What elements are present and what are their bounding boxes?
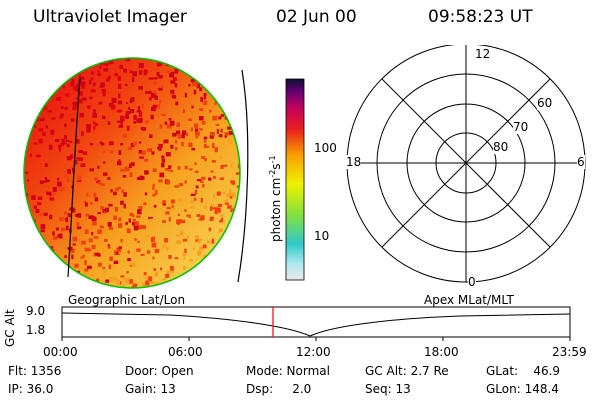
lat-label-80: 80 (493, 140, 509, 154)
colorbar-label: photon cm-2s-1 (268, 155, 283, 242)
coastline-line (67, 76, 81, 278)
terminator-line (237, 69, 249, 283)
altitude-curve (61, 312, 571, 337)
time-label: 09:58:23 UT (428, 7, 533, 27)
altitude-ytick-low: 1.8 (26, 323, 46, 337)
ip-info: IP: 36.0 (8, 382, 54, 396)
seq-info: Seq: 13 (365, 382, 411, 396)
altitude-plot (61, 306, 571, 341)
gc-alt-info: GC Alt: 2.7 Re (365, 364, 449, 378)
mode-info: Mode: Normal (246, 364, 330, 378)
altitude-xtick: 00:00 (43, 345, 78, 359)
instrument-title: Ultraviolet Imager (33, 7, 187, 27)
mlt-label-18: 18 (346, 155, 362, 169)
colorbar-tick-10: 10 (314, 229, 330, 243)
altitude-xtick: 12:00 (296, 345, 331, 359)
auroral-image (23, 57, 249, 289)
color-bar (285, 78, 305, 281)
lat-label-70: 70 (513, 120, 529, 134)
image-rim (23, 57, 241, 289)
colorbar-tick-100: 100 (314, 141, 337, 155)
date-label: 02 Jun 00 (276, 7, 357, 27)
apex-title: Apex MLat/MLT (424, 293, 514, 307)
door-info: Door: Open (125, 364, 194, 378)
mlt-label-12: 12 (474, 47, 492, 61)
altitude-xtick: 23:59 (552, 345, 587, 359)
flight-info: Flt: 1356 (8, 364, 62, 378)
altitude-ylabel: GC Alt (3, 309, 17, 347)
dsp-info: Dsp: 2.0 (246, 382, 312, 396)
gain-info: Gain: 13 (125, 382, 176, 396)
glon-info: GLon: 148.4 (486, 382, 559, 396)
altitude-xtick: 06:00 (168, 345, 203, 359)
altitude-ytick-high: 9.0 (26, 304, 46, 318)
geographic-title: Geographic Lat/Lon (68, 293, 186, 307)
mlt-label-6: 6 (577, 155, 585, 169)
altitude-xtick: 18:00 (424, 345, 459, 359)
polar-grid (346, 45, 586, 283)
mlt-label-0: 0 (468, 275, 476, 289)
lat-label-60: 60 (537, 96, 553, 110)
glat-info: GLat: 46.9 (486, 364, 561, 378)
